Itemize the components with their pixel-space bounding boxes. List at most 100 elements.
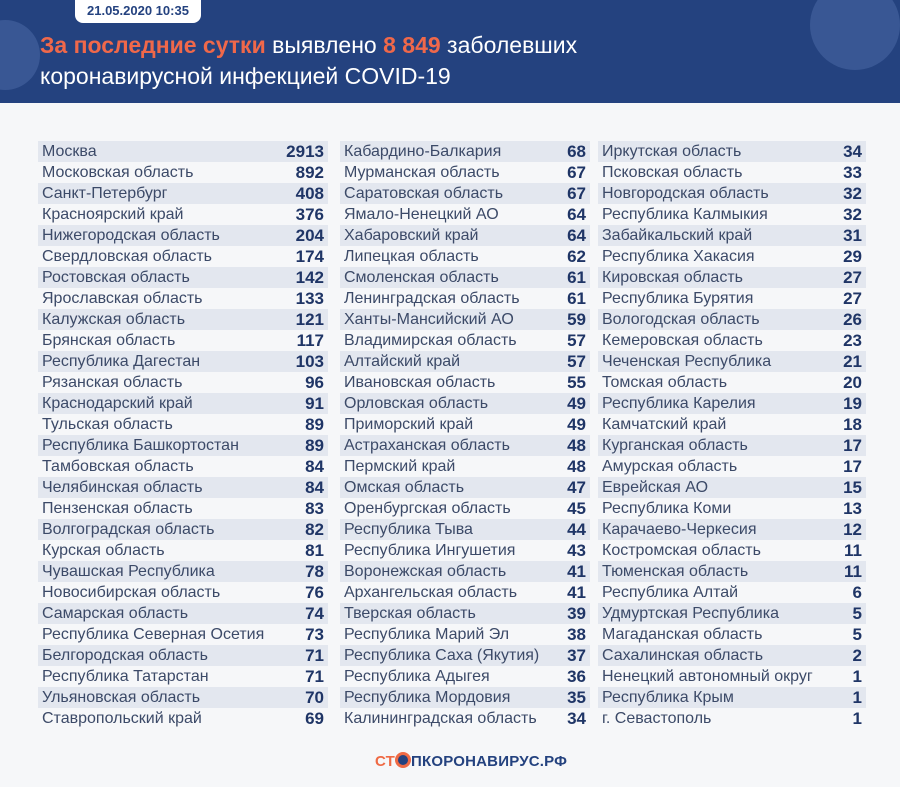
- table-row: Астраханская область 48: [340, 435, 590, 456]
- table-row: Кемеровская область 23: [598, 330, 866, 351]
- region-name: Рязанская область: [42, 373, 183, 391]
- case-count: 32: [843, 183, 862, 203]
- region-name: Тюменская область: [602, 562, 749, 580]
- region-name: Камчатский край: [602, 415, 727, 433]
- column-1: Москва 2913 Московская область 892 Санкт-Пет…: [38, 141, 328, 729]
- table-row: Республика Алтай 6: [598, 582, 866, 603]
- region-name: Республика Крым: [602, 688, 734, 706]
- table-row: Кабардино-Балкария 68: [340, 141, 590, 162]
- table-row: Республика Саха (Якутия) 37: [340, 645, 590, 666]
- region-name: Сахалинская область: [602, 646, 764, 664]
- title-highlight: За последние сутки: [40, 32, 266, 58]
- case-count: 67: [567, 162, 586, 182]
- case-count: 64: [567, 204, 586, 224]
- stopcoronavirus-logo: СТ ПКОРОНАВИРУС.РФ: [375, 752, 567, 770]
- table-row: Ленинградская область 61: [340, 288, 590, 309]
- case-count: 5: [852, 624, 862, 644]
- table-row: Брянская область 117: [38, 330, 328, 351]
- region-name: Республика Ингушетия: [344, 541, 516, 559]
- case-count: 81: [305, 540, 324, 560]
- region-name: Калужская область: [42, 310, 186, 328]
- region-name: Кировская область: [602, 268, 743, 286]
- case-count: 376: [295, 204, 324, 224]
- case-count: 71: [305, 645, 324, 665]
- region-name: Липецкая область: [344, 247, 479, 265]
- case-count: 89: [305, 414, 324, 434]
- region-name: Калининградская область: [344, 709, 537, 727]
- table-row: Республика Крым 1: [598, 687, 866, 708]
- case-count: 17: [843, 456, 862, 476]
- table-row: Республика Северная Осетия 73: [38, 624, 328, 645]
- region-name: Тамбовская область: [42, 457, 194, 475]
- title-text: заболевших: [440, 32, 578, 58]
- table-row: Ставропольский край 69: [38, 708, 328, 729]
- case-count: 47: [567, 477, 586, 497]
- table-row: Республика Тыва 44: [340, 519, 590, 540]
- region-name: Республика Татарстан: [42, 667, 209, 685]
- table-row: Амурская область 17: [598, 456, 866, 477]
- case-count: 61: [567, 267, 586, 287]
- region-name: Архангельская область: [344, 583, 518, 601]
- case-count: 892: [295, 162, 324, 182]
- case-count: 34: [843, 141, 862, 161]
- region-name: Ямало-Ненецкий АО: [344, 205, 499, 223]
- case-count: 27: [843, 267, 862, 287]
- case-count: 57: [567, 351, 586, 371]
- case-count: 64: [567, 225, 586, 245]
- case-count: 68: [567, 141, 586, 161]
- header-banner: 21.05.2020 10:35 За последние сутки выяв…: [0, 0, 900, 103]
- case-count: 19: [843, 393, 862, 413]
- case-count: 174: [295, 246, 324, 266]
- region-name: Белгородская область: [42, 646, 208, 664]
- case-count: 62: [567, 246, 586, 266]
- region-name: Краснодарский край: [42, 394, 193, 412]
- case-count: 74: [305, 603, 324, 623]
- table-row: Республика Хакасия 29: [598, 246, 866, 267]
- column-3: Иркутская область 34 Псковская область 33 Но…: [598, 141, 866, 729]
- region-name: Владимирская область: [344, 331, 517, 349]
- region-name: Республика Алтай: [602, 583, 739, 601]
- region-name: Республика Коми: [602, 499, 732, 517]
- case-count: 2913: [286, 141, 324, 161]
- region-name: Республика Адыгея: [344, 667, 490, 685]
- region-name: Омская область: [344, 478, 465, 496]
- table-row: Красноярский край 376: [38, 204, 328, 225]
- case-count: 55: [567, 372, 586, 392]
- table-row: Калининградская область 34: [340, 708, 590, 729]
- case-count: 5: [852, 603, 862, 623]
- region-name: Ростовская область: [42, 268, 190, 286]
- case-count: 49: [567, 414, 586, 434]
- case-count: 48: [567, 435, 586, 455]
- region-name: Приморский край: [344, 415, 474, 433]
- case-count: 61: [567, 288, 586, 308]
- case-count: 204: [295, 225, 324, 245]
- case-count: 84: [305, 456, 324, 476]
- region-name: Республика Марий Эл: [344, 625, 510, 643]
- table-row: Республика Башкортостан 89: [38, 435, 328, 456]
- region-name: Саратовская область: [344, 184, 504, 202]
- case-count: 11: [844, 561, 862, 581]
- table-row: Московская область 892: [38, 162, 328, 183]
- case-count: 96: [305, 372, 324, 392]
- case-count: 408: [295, 183, 324, 203]
- region-name: Новосибирская область: [42, 583, 221, 601]
- region-name: Хабаровский край: [344, 226, 479, 244]
- region-name: Москва: [42, 142, 97, 160]
- case-count: 32: [843, 204, 862, 224]
- table-row: Хабаровский край 64: [340, 225, 590, 246]
- case-count: 12: [843, 519, 862, 539]
- table-row: Новгородская область 32: [598, 183, 866, 204]
- region-name: Воронежская область: [344, 562, 507, 580]
- region-name: Томская область: [602, 373, 728, 391]
- region-name: Республика Дагестан: [42, 352, 201, 370]
- case-count: 49: [567, 393, 586, 413]
- table-row: Чувашская Республика 78: [38, 561, 328, 582]
- table-row: Республика Бурятия 27: [598, 288, 866, 309]
- title-text: выявлено: [265, 32, 384, 58]
- table-row: Рязанская область 96: [38, 372, 328, 393]
- region-name: Кабардино-Балкария: [344, 142, 502, 160]
- region-name: Смоленская область: [344, 268, 499, 286]
- case-count: 45: [567, 498, 586, 518]
- table-row: Алтайский край 57: [340, 351, 590, 372]
- table-row: Смоленская область 61: [340, 267, 590, 288]
